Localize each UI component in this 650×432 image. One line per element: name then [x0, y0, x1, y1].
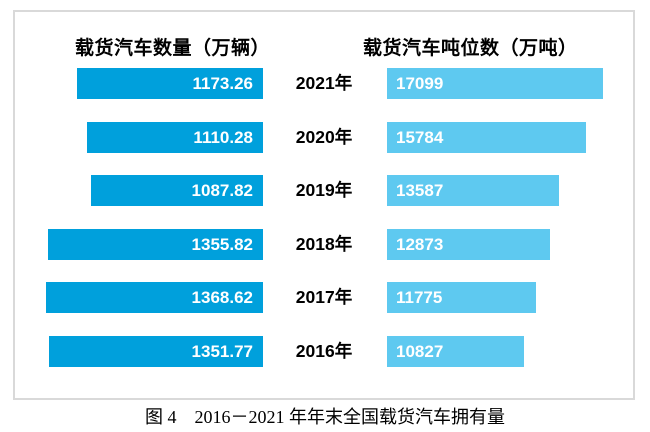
left-bar: 1087.82	[91, 175, 263, 206]
chart-row: 1087.82 2019年 13587	[0, 175, 650, 206]
year-label: 2018年	[295, 234, 353, 254]
left-bar: 1355.82	[48, 229, 263, 260]
chart-row: 1110.28 2020年 15784	[0, 122, 650, 153]
left-series-header: 载货汽车数量（万辆）	[75, 38, 271, 59]
bar-value-label: 17099	[396, 73, 444, 93]
bar-value-label: 1368.62	[191, 287, 253, 307]
right-bar: 15784	[387, 122, 586, 153]
bar-value-label: 1355.82	[191, 234, 253, 254]
left-bar: 1173.26	[77, 68, 263, 99]
left-bar: 1110.28	[87, 122, 263, 153]
right-bar: 17099	[387, 68, 603, 99]
right-bar: 12873	[387, 229, 550, 260]
bar-value-label: 1087.82	[191, 180, 253, 200]
left-bar: 1368.62	[46, 282, 263, 313]
bar-value-label: 11775	[396, 287, 443, 307]
chart-row: 1355.82 2018年 12873	[0, 229, 650, 260]
year-label: 2017年	[295, 287, 353, 307]
chart-row: 1173.26 2021年 17099	[0, 68, 650, 99]
right-bar: 11775	[387, 282, 536, 313]
year-label: 2020年	[295, 127, 353, 147]
right-series-header: 载货汽车吨位数（万吨）	[363, 38, 578, 59]
bar-value-label: 1110.28	[193, 127, 253, 147]
year-label: 2019年	[295, 180, 353, 200]
left-bar: 1351.77	[49, 336, 263, 367]
bar-value-label: 1351.77	[191, 341, 253, 361]
chart-row: 1368.62 2017年 11775	[0, 282, 650, 313]
year-label: 2021年	[295, 73, 353, 93]
year-label: 2016年	[295, 341, 353, 361]
right-bar: 10827	[387, 336, 524, 367]
figure-caption: 图 4 2016－2021 年年末全国载货汽车拥有量	[145, 407, 505, 427]
bar-value-label: 12873	[396, 234, 444, 254]
bar-value-label: 15784	[396, 127, 444, 147]
right-bar: 13587	[387, 175, 559, 206]
chart-row: 1351.77 2016年 10827	[0, 336, 650, 367]
bar-value-label: 13587	[396, 180, 444, 200]
bar-value-label: 1173.26	[192, 73, 253, 93]
bar-value-label: 10827	[396, 341, 444, 361]
